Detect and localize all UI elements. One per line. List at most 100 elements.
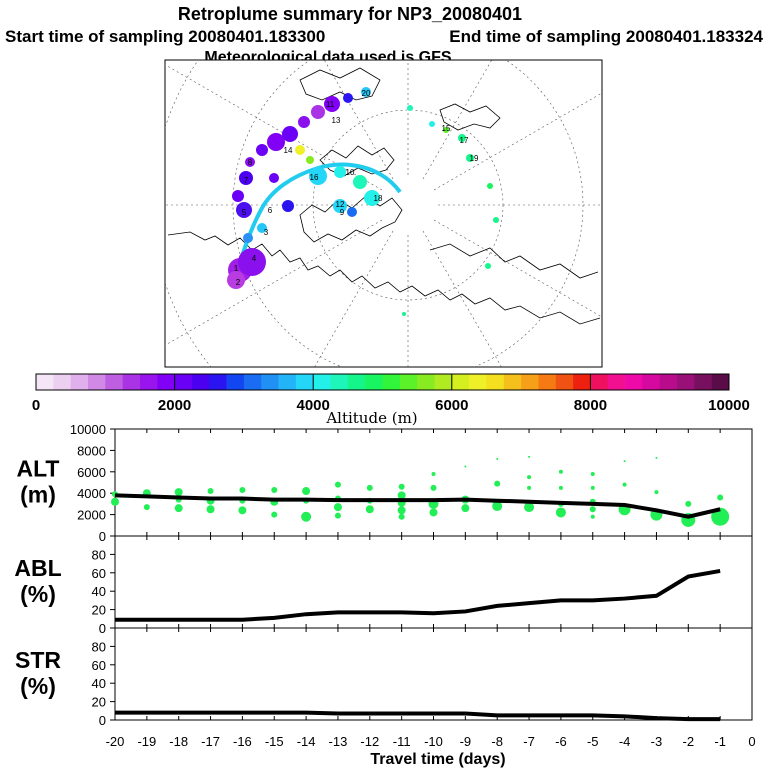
- alt-point: [174, 488, 183, 497]
- plume-point-label: 14: [284, 146, 293, 155]
- x-tick-label: -4: [619, 734, 631, 749]
- x-tick-label: -14: [297, 734, 316, 749]
- figure-title: Retroplume summary for NP3_20080401: [178, 4, 522, 24]
- alt-point: [555, 507, 566, 518]
- colorbar-swatch: [261, 374, 279, 390]
- alt-point: [590, 471, 595, 476]
- plume-point: [232, 190, 244, 202]
- colorbar-swatch: [590, 374, 609, 390]
- coastline-north: [299, 67, 381, 101]
- x-tick-label: -19: [137, 734, 156, 749]
- alt-point: [174, 504, 183, 513]
- colorbar-swatch: [555, 374, 574, 390]
- alt-point: [461, 504, 470, 513]
- alt-point: [524, 502, 535, 513]
- plume-point: [295, 145, 305, 155]
- alt-point: [527, 485, 532, 490]
- colorbar-swatch: [209, 374, 227, 390]
- x-tick-label: -18: [169, 734, 188, 749]
- colorbar-swatch: [70, 374, 89, 390]
- plume-point: [282, 200, 294, 212]
- meridian-line: [165, 219, 383, 346]
- colorbar-swatch: [659, 374, 678, 390]
- plume-point-label: 11: [326, 100, 335, 109]
- plume-point: [458, 134, 466, 142]
- x-tick-label: -8: [491, 734, 503, 749]
- y-tick-label: 40: [92, 584, 106, 599]
- y-tick-label: 20: [92, 695, 106, 710]
- colorbar-tick-label: 10000: [708, 397, 750, 414]
- altitude-colorbar: 0 2000 4000 6000 8000 10000: [32, 373, 750, 414]
- plume-point: [361, 87, 371, 97]
- colorbar-swatch: [711, 374, 730, 390]
- panel-y-label: (%): [20, 581, 56, 607]
- panel-y-label: ABL: [14, 555, 61, 581]
- x-tick-label: -20: [106, 734, 125, 749]
- plume-point: [227, 271, 245, 289]
- plume-point: [245, 157, 255, 167]
- plume-point: [402, 312, 406, 316]
- colorbar-swatch: [434, 374, 453, 390]
- y-tick-label: 80: [92, 639, 106, 654]
- colorbar-swatch: [295, 374, 314, 390]
- plume-point-label: 10: [346, 168, 355, 177]
- plume-point: [334, 166, 346, 178]
- plume-point: [267, 133, 285, 151]
- y-tick-label: 8000: [77, 443, 106, 458]
- y-tick-label: 40: [92, 676, 106, 691]
- colorbar-swatch: [642, 374, 660, 390]
- alt-point: [527, 475, 532, 480]
- plume-point-label: 6: [268, 206, 273, 215]
- end-time-label: End time of sampling 20080401.183324: [449, 27, 763, 46]
- panel-y-label: (%): [20, 673, 56, 699]
- colorbar-swatch: [625, 374, 643, 390]
- plume-point-label: 3: [264, 228, 269, 237]
- colorbar-tick-label: 8000: [574, 397, 607, 414]
- alt-point: [623, 460, 626, 463]
- plume-point-label: 15: [442, 124, 451, 133]
- y-tick-label: 80: [92, 547, 106, 562]
- x-tick-labels: -20 -19 -18 -17 -16 -15 -14 -13 -12 -11 -10 -9 -8 -7-…: [106, 734, 756, 749]
- plume-point-label: 5: [242, 208, 247, 217]
- plume-point: [269, 173, 279, 183]
- x-tick-label: -10: [424, 734, 443, 749]
- plume-track-line: [238, 162, 402, 263]
- plume-point-label: 8: [248, 158, 253, 167]
- alt-point: [397, 491, 406, 500]
- meridian-line: [165, 64, 383, 191]
- plume-point-label: 17: [460, 136, 469, 145]
- plume-point: [353, 175, 367, 189]
- plume-point: [238, 248, 266, 276]
- plume-point: [466, 154, 474, 162]
- plume-point: [485, 263, 491, 269]
- meridian-line: [433, 219, 602, 318]
- plume-point-label: 1: [234, 264, 239, 273]
- panel-y-label: STR: [15, 647, 61, 673]
- coastline-northeast: [439, 103, 501, 131]
- plume-point: [493, 217, 499, 223]
- str-line: [115, 710, 721, 722]
- map-frame: [164, 59, 603, 368]
- alt-point: [271, 486, 278, 493]
- plume-point: [347, 207, 357, 217]
- colorbar-swatch: [105, 374, 123, 390]
- panel-str: 0 20 40 60 80 STR(%): [15, 627, 753, 728]
- y-tick-label: 6000: [77, 465, 106, 480]
- alt-mean-line: [114, 493, 721, 519]
- y-tick-label: 4000: [77, 486, 106, 501]
- colorbar-swatch: [243, 374, 262, 390]
- plume-point: [309, 167, 327, 185]
- alt-point: [685, 500, 692, 507]
- colorbar-swatch: [573, 374, 591, 390]
- alt-point: [590, 514, 595, 519]
- alt-point: [655, 456, 658, 459]
- alt-point: [398, 483, 405, 490]
- plume-point: [282, 126, 298, 142]
- colorbar-swatch: [469, 374, 487, 390]
- colorbar-swatch: [538, 374, 557, 390]
- meridian-line: [314, 230, 394, 367]
- alt-point: [558, 485, 563, 490]
- plume-point-label: 19: [470, 154, 479, 163]
- colorbar-tick-label: 6000: [435, 397, 468, 414]
